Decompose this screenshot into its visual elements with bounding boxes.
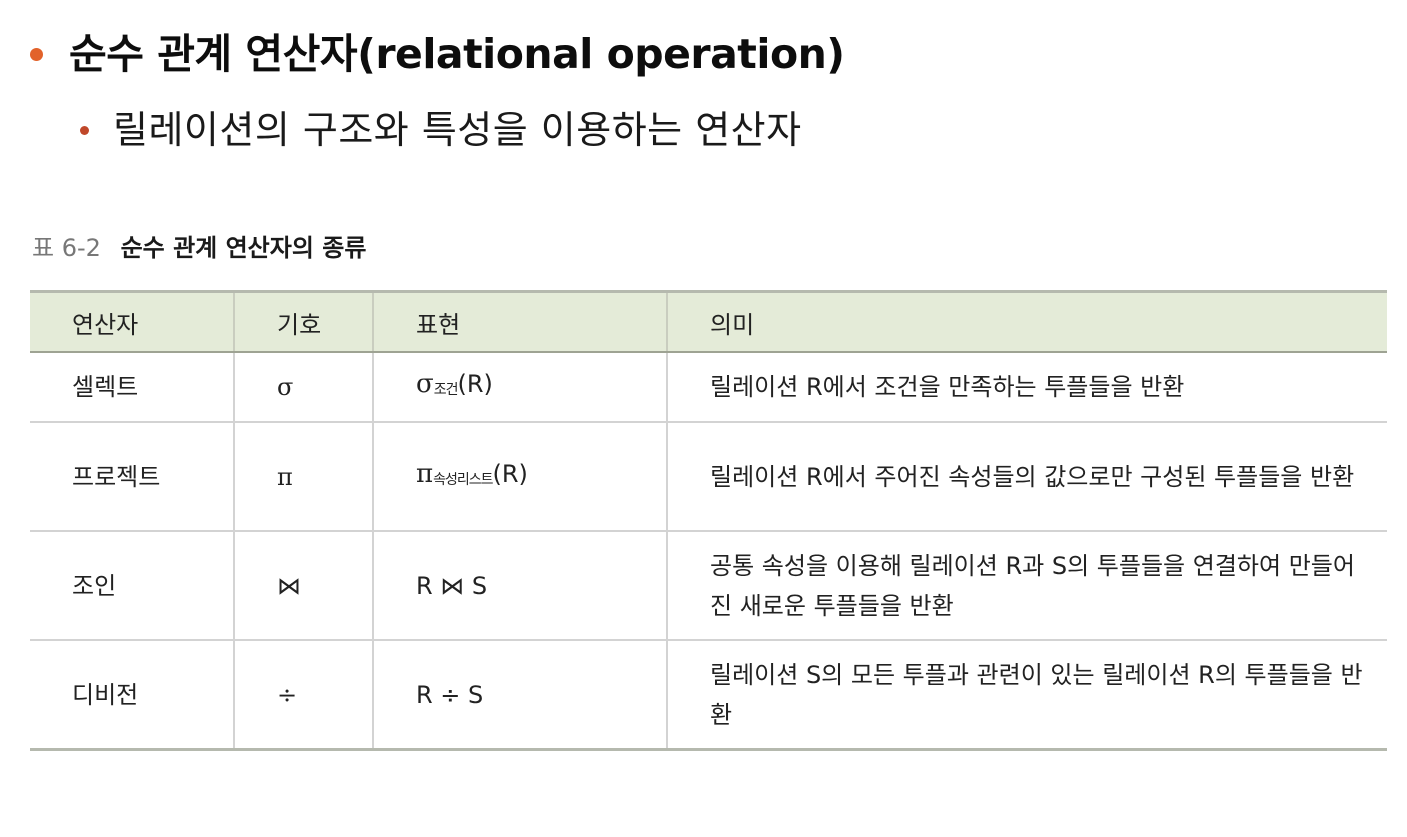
operator-cell: 셀렉트 <box>30 352 234 423</box>
table-row: 프로젝트 π π속성리스트(R) 릴레이션 R에서 주어진 속성들의 값으로만 … <box>30 422 1387 532</box>
expression-cell: R ÷ S <box>372 640 667 751</box>
expression-operator: σ <box>416 369 434 399</box>
table-caption-number: 표 6-2 <box>32 234 101 262</box>
table-row: 디비전 ÷ R ÷ S 릴레이션 S의 모든 투플과 관련이 있는 릴레이션 R… <box>30 640 1387 751</box>
meaning-cell: 공통 속성을 이용해 릴레이션 R과 S의 투플들을 연결하여 만들어진 새로운… <box>666 531 1387 641</box>
expression-cell: σ조건(R) <box>372 352 667 423</box>
expression-cell: R ⋈ S <box>372 531 667 641</box>
symbol-cell: ⋈ <box>233 531 373 641</box>
operator-cell: 디비전 <box>30 640 234 751</box>
bullet-dot-icon <box>30 47 43 61</box>
main-bullet: 순수 관계 연산자(relational operation) <box>28 26 845 82</box>
expression-subscript: 속성리스트 <box>433 471 493 488</box>
operators-table: 연산자 기호 표현 의미 셀렉트 σ σ조건(R) 릴레이션 R에서 조건을 만… <box>30 290 1387 751</box>
column-header-expression: 표현 <box>372 290 667 353</box>
bullet-dot-icon <box>80 125 89 135</box>
operator-cell: 조인 <box>30 531 234 641</box>
expression-cell: π속성리스트(R) <box>372 422 667 532</box>
symbol-cell: σ <box>233 352 373 423</box>
operator-cell: 프로젝트 <box>30 422 234 532</box>
column-header-symbol: 기호 <box>233 290 373 353</box>
table-caption: 표 6-2 순수 관계 연산자의 종류 <box>32 232 366 264</box>
table-header-row: 연산자 기호 표현 의미 <box>30 290 1387 353</box>
table-row: 셀렉트 σ σ조건(R) 릴레이션 R에서 조건을 만족하는 투플들을 반환 <box>30 352 1387 423</box>
expression-subscript: 조건 <box>433 382 459 398</box>
symbol-cell: π <box>233 422 373 532</box>
column-header-operator: 연산자 <box>30 290 234 353</box>
sub-bullet: 릴레이션의 구조와 특성을 이용하는 연산자 <box>80 104 802 156</box>
meaning-cell: 릴레이션 S의 모든 투플과 관련이 있는 릴레이션 R의 투플들을 반환 <box>666 640 1387 751</box>
symbol-cell: ÷ <box>233 640 373 751</box>
expression-argument: (R) <box>492 459 528 488</box>
table-row: 조인 ⋈ R ⋈ S 공통 속성을 이용해 릴레이션 R과 S의 투플들을 연결… <box>30 531 1387 641</box>
table-caption-title: 순수 관계 연산자의 종류 <box>120 234 367 262</box>
expression-operator: π <box>416 458 434 489</box>
meaning-cell: 릴레이션 R에서 조건을 만족하는 투플들을 반환 <box>666 352 1387 423</box>
meaning-cell: 릴레이션 R에서 주어진 속성들의 값으로만 구성된 투플들을 반환 <box>666 422 1387 532</box>
subtitle: 릴레이션의 구조와 특성을 이용하는 연산자 <box>113 108 802 152</box>
column-header-meaning: 의미 <box>666 290 1387 353</box>
page-title: 순수 관계 연산자(relational operation) <box>69 30 845 78</box>
expression-argument: (R) <box>457 370 493 398</box>
